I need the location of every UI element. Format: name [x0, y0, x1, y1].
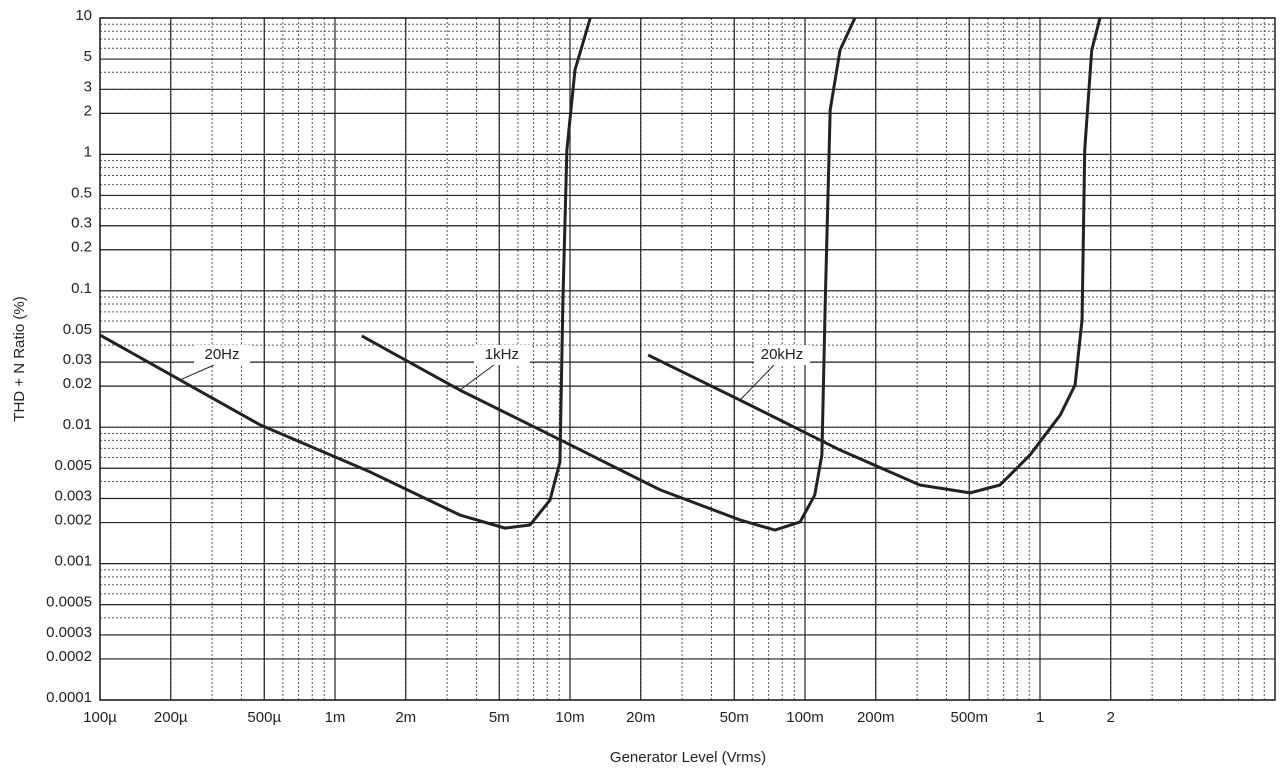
x-tick-label: 1 — [1036, 709, 1044, 726]
y-tick-label: 0.3 — [71, 215, 92, 232]
x-tick-label: 2m — [395, 709, 416, 726]
x-tick-label: 100m — [786, 709, 824, 726]
x-tick-label: 2 — [1107, 709, 1115, 726]
series-label: 20kHz — [761, 346, 804, 363]
y-tick-label: 0.5 — [71, 184, 92, 201]
x-tick-label: 100µ — [83, 709, 117, 726]
x-tick-label: 500m — [950, 709, 988, 726]
series-label: 20Hz — [204, 346, 239, 363]
x-tick-label: 500µ — [247, 709, 281, 726]
y-tick-label: 0.2 — [71, 239, 92, 256]
y-tick-label: 0.1 — [71, 280, 92, 297]
plot-frame — [99, 17, 1276, 701]
x-tick-label: 10m — [555, 709, 584, 726]
series-label: 1kHz — [485, 346, 519, 363]
y-tick-label: 0.0002 — [46, 648, 92, 665]
y-tick-label: 5 — [84, 48, 92, 65]
label-bg — [473, 345, 530, 365]
y-tick-label: 1 — [84, 143, 92, 160]
y-tick-label: 2 — [84, 102, 92, 119]
label-bg — [754, 345, 811, 365]
data-line — [99, 17, 592, 530]
leader-line — [459, 364, 495, 391]
x-tick-label: 200µ — [154, 709, 188, 726]
leader-line — [739, 364, 775, 401]
y-tick-label: 10 — [75, 7, 92, 24]
leader-line — [179, 364, 215, 381]
label-bg — [194, 345, 251, 365]
x-tick-label: 5m — [489, 709, 510, 726]
x-tick-label: 200m — [857, 709, 895, 726]
data-line — [647, 17, 1102, 495]
x-tick-label: 50m — [720, 709, 749, 726]
y-axis-label: THD + N Ratio (%) — [11, 296, 28, 421]
y-tick-label: 0.005 — [54, 457, 92, 474]
y-tick-label: 0.0001 — [46, 689, 92, 706]
y-tick-label: 0.002 — [54, 512, 92, 529]
y-tick-label: 0.0003 — [46, 624, 92, 641]
y-tick-label: 0.0005 — [46, 594, 92, 611]
y-tick-label: 0.03 — [63, 351, 92, 368]
x-axis-label: Generator Level (Vrms) — [610, 749, 766, 766]
y-tick-label: 0.02 — [63, 375, 92, 392]
y-tick-label: 0.01 — [63, 416, 92, 433]
x-tick-label: 20m — [626, 709, 655, 726]
x-tick-label: 1m — [325, 709, 346, 726]
y-tick-label: 3 — [84, 78, 92, 95]
y-tick-label: 0.001 — [54, 553, 92, 570]
y-tick-label: 0.05 — [63, 321, 92, 338]
y-tick-label: 0.003 — [54, 487, 92, 504]
data-line — [361, 17, 857, 532]
